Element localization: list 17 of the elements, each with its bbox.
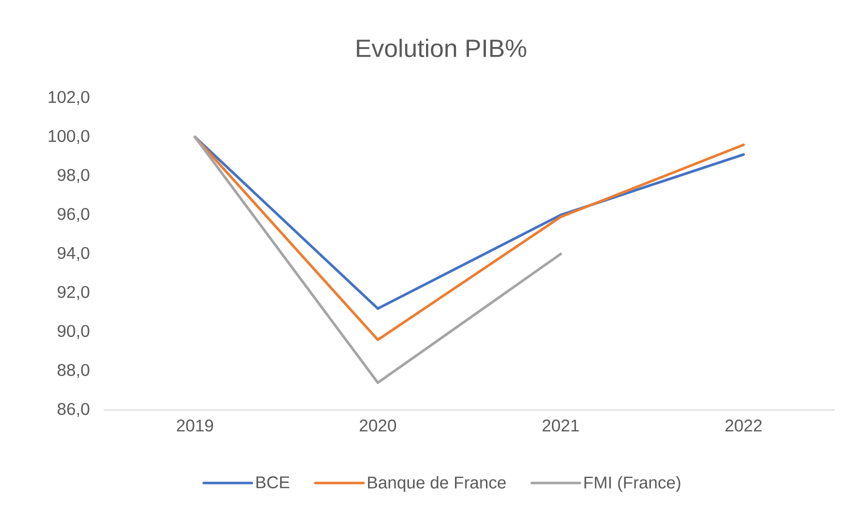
y-tick-label: 96,0: [58, 208, 90, 222]
y-tick-label: 86,0: [58, 402, 90, 418]
y-tick-label: 88,0: [58, 364, 90, 378]
y-tick-label: 90,0: [58, 324, 90, 340]
y-tick-label: 98,0: [58, 168, 90, 184]
legend-label: Banque de France: [368, 476, 506, 492]
x-tick-label: 2019: [176, 420, 214, 432]
legend-label: BCE: [256, 476, 290, 488]
chart-title: Evolution PIB%: [356, 38, 526, 58]
x-tick-label: 2022: [726, 420, 762, 432]
x-tick-label: 2021: [542, 420, 579, 432]
y-tick-label: 92,0: [58, 286, 90, 300]
y-tick-label: 94,0: [58, 246, 90, 262]
y-tick-label: 100,0: [48, 130, 90, 144]
y-tick-label: 102,0: [48, 90, 90, 106]
x-tick-label: 2020: [360, 420, 396, 432]
legend-label: FMI (France): [584, 476, 680, 492]
